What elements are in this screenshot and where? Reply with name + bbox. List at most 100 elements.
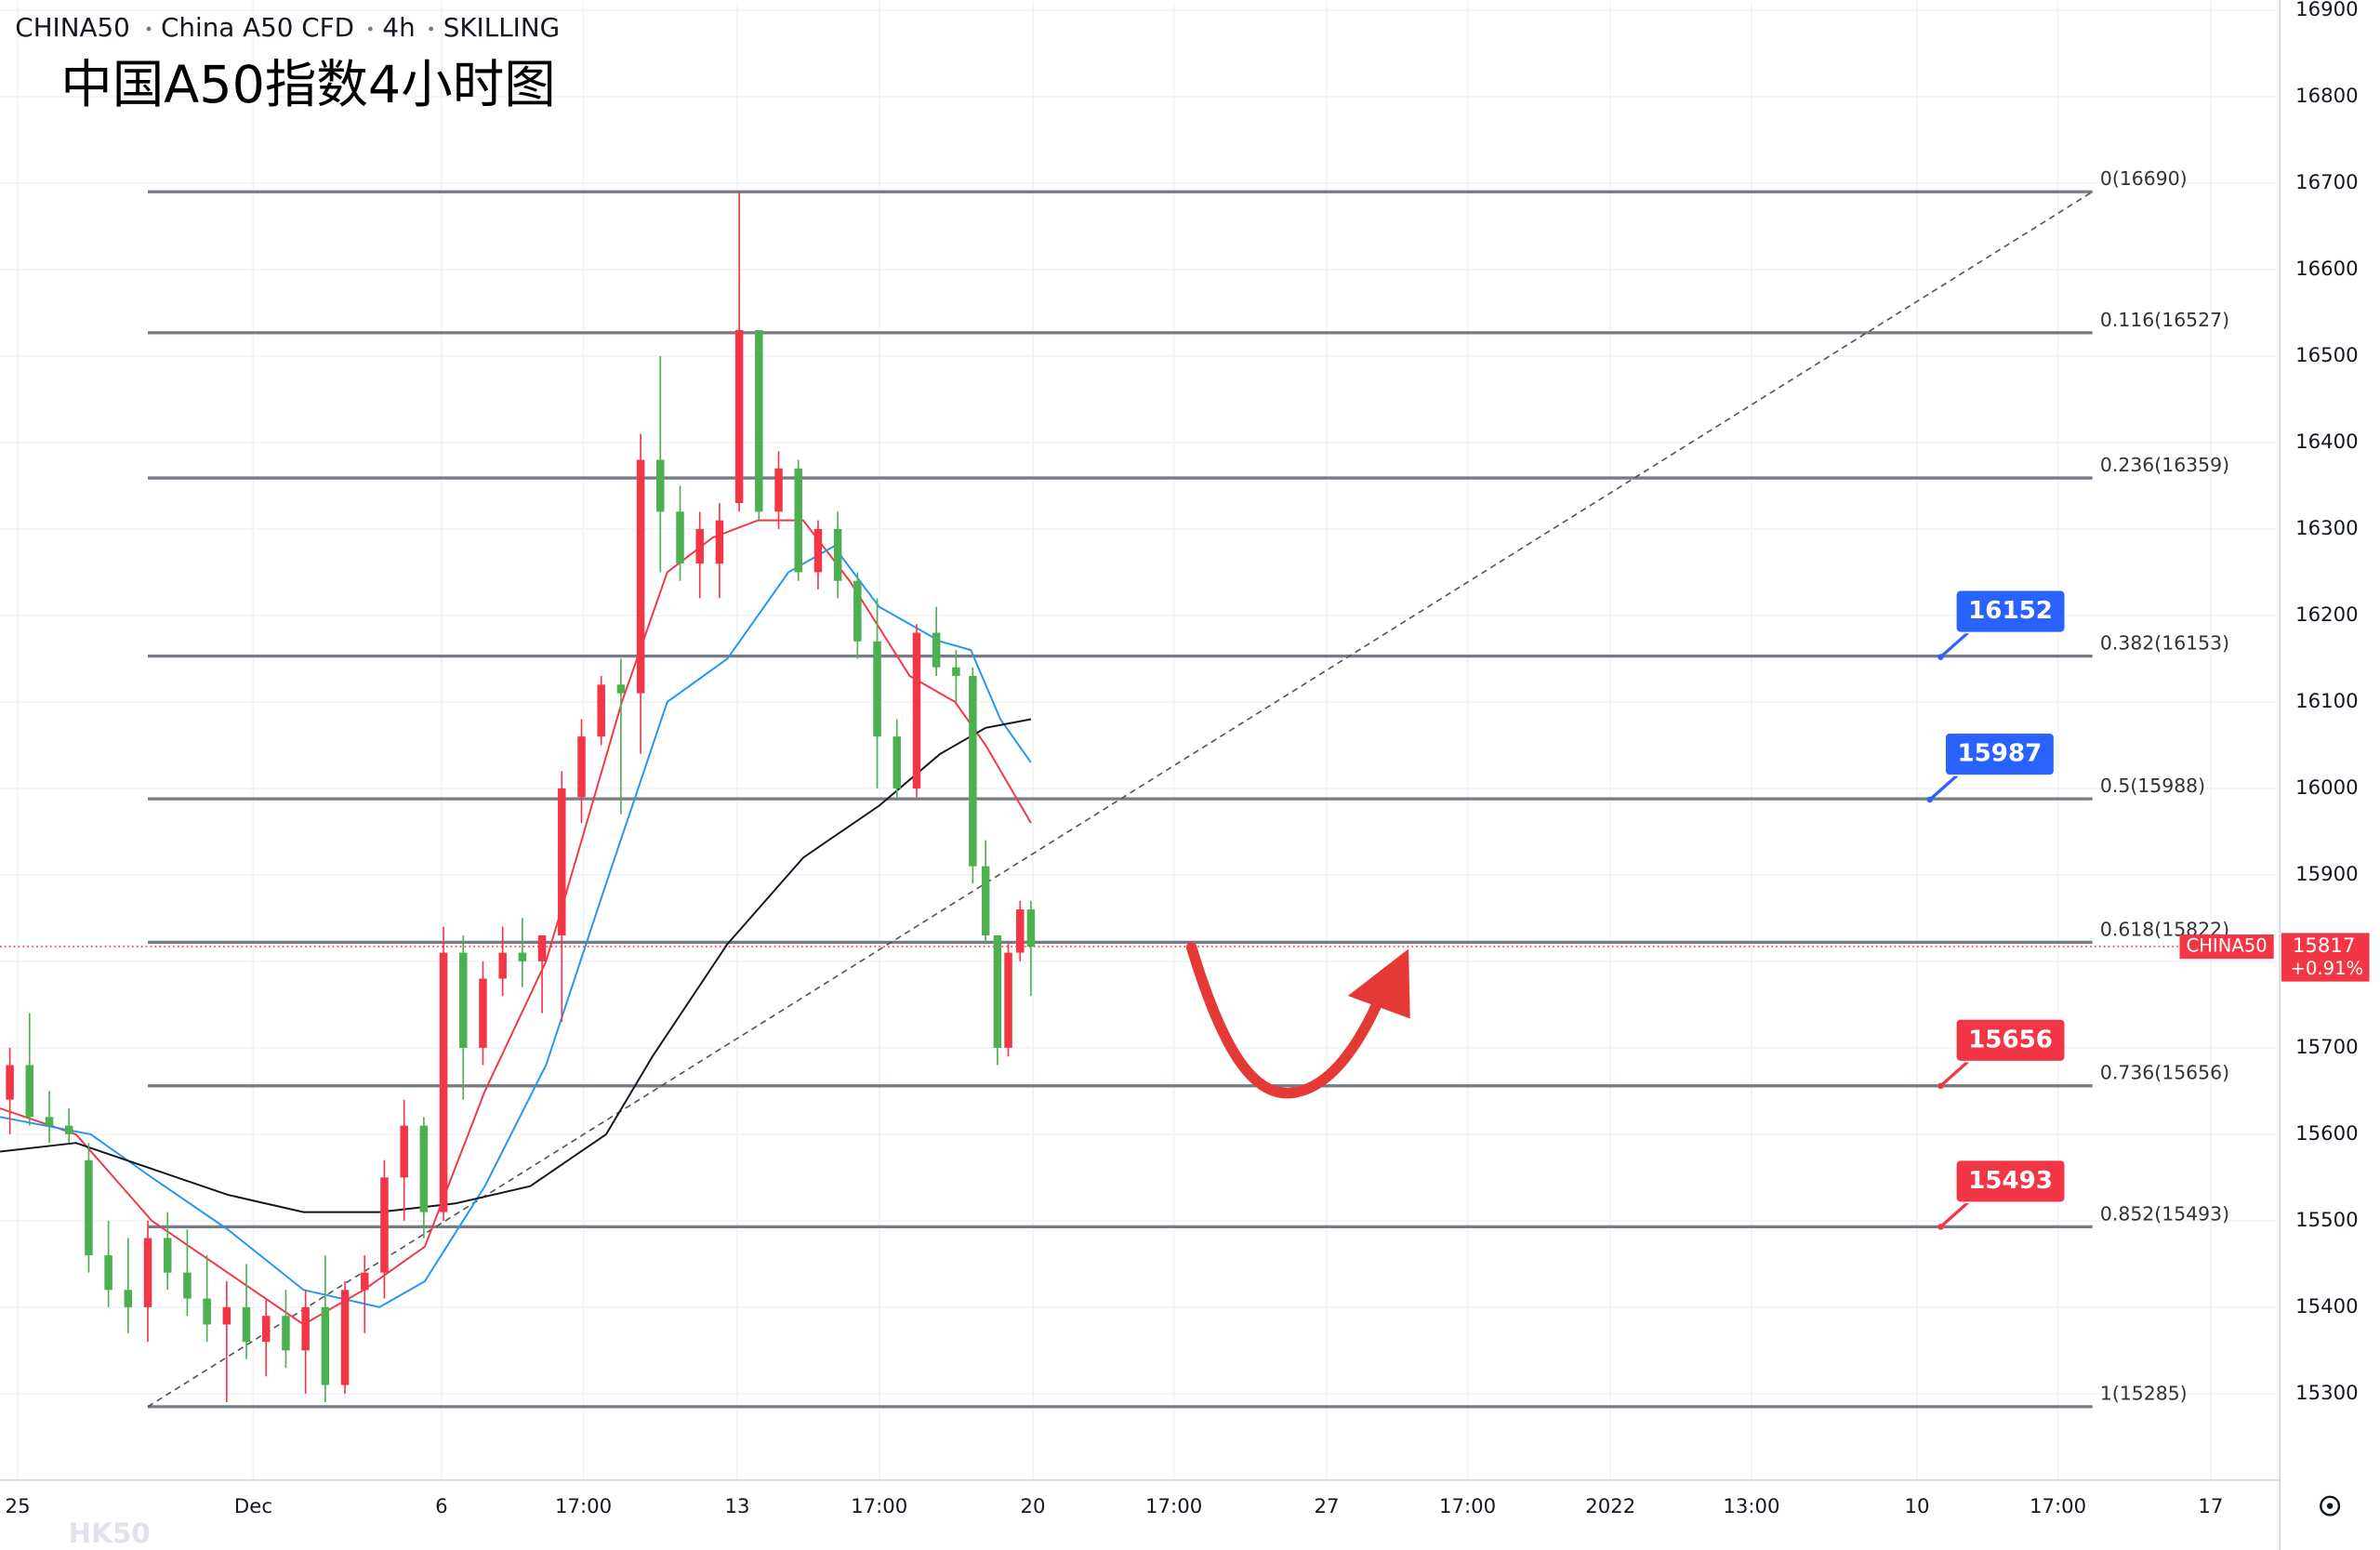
fib-label: 0.736(15656): [2100, 1062, 2229, 1084]
candle-body: [380, 1177, 389, 1273]
candle-body: [715, 520, 724, 564]
y-tick-label: 15700: [2295, 1036, 2359, 1059]
settings-icon[interactable]: [2320, 1495, 2341, 1517]
candle-body: [104, 1255, 112, 1291]
candle-body: [459, 952, 468, 1048]
candle-body: [203, 1298, 211, 1325]
candle-body: [833, 528, 842, 581]
candle-body: [755, 330, 763, 512]
candle-body: [853, 580, 862, 642]
y-tick-label: 16800: [2295, 85, 2359, 108]
y-tick-label: 16600: [2295, 258, 2359, 281]
candle-body: [912, 632, 921, 788]
candle-body: [518, 952, 527, 961]
y-tick-label: 16700: [2295, 171, 2359, 194]
y-tick-label: 15400: [2295, 1295, 2359, 1318]
candle-body: [419, 1125, 429, 1212]
last-price-value: 15817: [2293, 934, 2356, 958]
axes: 1530015400155001560015700158001590016000…: [6, 0, 2370, 1518]
arrow-head: [1347, 948, 1410, 1019]
tag-anchor: [1937, 1082, 1944, 1090]
header: CHINA50 China A50 CFD 4h SKILLING 中国A50指…: [15, 12, 560, 115]
gear-center[interactable]: [2326, 1503, 2334, 1509]
candle-body: [242, 1306, 251, 1343]
candle-body: [301, 1306, 310, 1351]
tag-pointer: [1939, 1060, 1969, 1088]
y-tick-label: 16300: [2295, 517, 2359, 540]
candle-body: [143, 1238, 152, 1307]
candle-body: [969, 676, 977, 867]
candle-body: [774, 468, 783, 512]
candle-body: [85, 1159, 93, 1256]
candle-body: [1026, 909, 1036, 947]
moving-average: [0, 519, 1032, 1326]
candle-body: [479, 978, 487, 1048]
x-tick-label: 13:00: [1723, 1495, 1779, 1518]
grid: [0, 1, 2277, 1480]
fib-label: 0.382(16153): [2100, 632, 2229, 655]
candle-body: [993, 935, 1002, 1048]
x-tick-label: 13: [724, 1495, 749, 1518]
y-tick-label: 16000: [2295, 776, 2359, 800]
candle-body: [597, 684, 605, 737]
candle-body: [813, 528, 823, 573]
tag-anchor: [1926, 796, 1934, 803]
tag-pointer: [1939, 1201, 1969, 1228]
last-price-symbol: CHINA50: [2187, 935, 2268, 957]
candle-body: [981, 866, 990, 936]
candle-body: [45, 1117, 54, 1126]
x-tick-label: 20: [1021, 1495, 1046, 1518]
instrument-name: China A50 CFD: [161, 12, 354, 43]
y-tick-label: 16500: [2295, 344, 2359, 367]
tag-label: 15656: [1968, 1026, 2053, 1053]
tag-box: [1954, 1018, 2067, 1063]
x-tick-label: 17:00: [2030, 1495, 2086, 1518]
fib-label: 1(15285): [2100, 1383, 2188, 1405]
x-tick-label: 17:00: [555, 1495, 612, 1518]
last-price-box: [2281, 933, 2370, 982]
y-tick-label: 15600: [2295, 1122, 2359, 1146]
candle-body: [400, 1125, 408, 1178]
y-tick-label: 15500: [2295, 1209, 2359, 1232]
candle-body: [261, 1316, 271, 1343]
fib-label: 0(16690): [2100, 167, 2188, 190]
candle-body: [124, 1290, 133, 1307]
candle-body: [25, 1065, 34, 1118]
separator: [146, 26, 152, 32]
y-tick-label: 16400: [2295, 431, 2359, 454]
tag-box: [1944, 732, 2056, 776]
x-tick-label: 10: [1905, 1495, 1930, 1518]
candle-body: [695, 528, 704, 564]
fib-label: 0.852(15493): [2100, 1202, 2229, 1225]
x-tick-label: 17:00: [1439, 1495, 1496, 1518]
candle-body: [676, 511, 684, 564]
x-tick-label: 17:00: [851, 1495, 907, 1518]
fib-label: 0.5(15988): [2100, 775, 2205, 797]
candle-body: [64, 1125, 73, 1134]
candle-body: [1016, 909, 1025, 953]
candle-body: [932, 632, 941, 668]
y-tick-label: 16100: [2295, 690, 2359, 713]
separator: [429, 26, 434, 32]
candle-body: [183, 1272, 192, 1299]
candle-body: [558, 788, 566, 936]
tag-label: 15987: [1957, 740, 2042, 768]
tag-box: [1954, 589, 2067, 634]
y-tick-label: 15300: [2295, 1382, 2359, 1405]
candle-body: [321, 1306, 330, 1385]
candle-body: [498, 952, 507, 979]
tag-anchor: [1937, 1224, 1944, 1230]
tag-pointer: [1939, 631, 1969, 658]
candle-body: [282, 1316, 290, 1351]
y-tick-label: 15900: [2295, 863, 2359, 886]
broker: SKILLING: [443, 12, 560, 43]
gear[interactable]: [2320, 1495, 2341, 1517]
y-tick-label: 16200: [2295, 603, 2359, 627]
candle-body: [794, 468, 802, 573]
candle-body: [656, 459, 665, 512]
forecast-arrow: [1185, 942, 1387, 1099]
candle-body: [952, 667, 960, 677]
candle-body: [439, 952, 448, 1212]
watermark: HK50: [68, 1517, 150, 1549]
